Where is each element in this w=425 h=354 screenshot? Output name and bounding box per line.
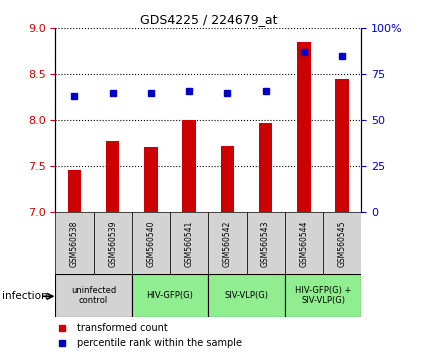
Bar [297,42,311,212]
Bar [144,147,158,212]
Text: SIV-VLP(G): SIV-VLP(G) [224,291,269,300]
Text: GSM560542: GSM560542 [223,220,232,267]
Text: GSM560541: GSM560541 [184,220,194,267]
Text: infection: infection [2,291,48,301]
Bar [68,170,81,212]
Text: GSM560543: GSM560543 [261,220,270,267]
Bar [208,212,246,274]
Text: HIV-GFP(G) +
SIV-VLP(G): HIV-GFP(G) + SIV-VLP(G) [295,286,351,305]
Bar [94,212,132,274]
Bar [106,141,119,212]
Bar [259,123,272,212]
Bar [132,212,170,274]
Bar [323,212,361,274]
Text: GSM560540: GSM560540 [146,220,156,267]
Bar [55,274,132,317]
Bar [132,274,208,317]
Bar [170,212,208,274]
Text: GSM560538: GSM560538 [70,220,79,267]
Text: transformed count: transformed count [77,322,168,332]
Bar [285,212,323,274]
Text: percentile rank within the sample: percentile rank within the sample [77,338,242,348]
Bar [221,146,234,212]
Bar [285,274,361,317]
Text: HIV-GFP(G): HIV-GFP(G) [147,291,193,300]
Bar [182,120,196,212]
Text: GSM560544: GSM560544 [299,220,309,267]
Bar [246,212,285,274]
Text: GSM560545: GSM560545 [337,220,347,267]
Bar [55,212,94,274]
Text: GSM560539: GSM560539 [108,220,117,267]
Bar [335,79,349,212]
Title: GDS4225 / 224679_at: GDS4225 / 224679_at [139,13,277,26]
Text: uninfected
control: uninfected control [71,286,116,305]
Bar [208,274,285,317]
